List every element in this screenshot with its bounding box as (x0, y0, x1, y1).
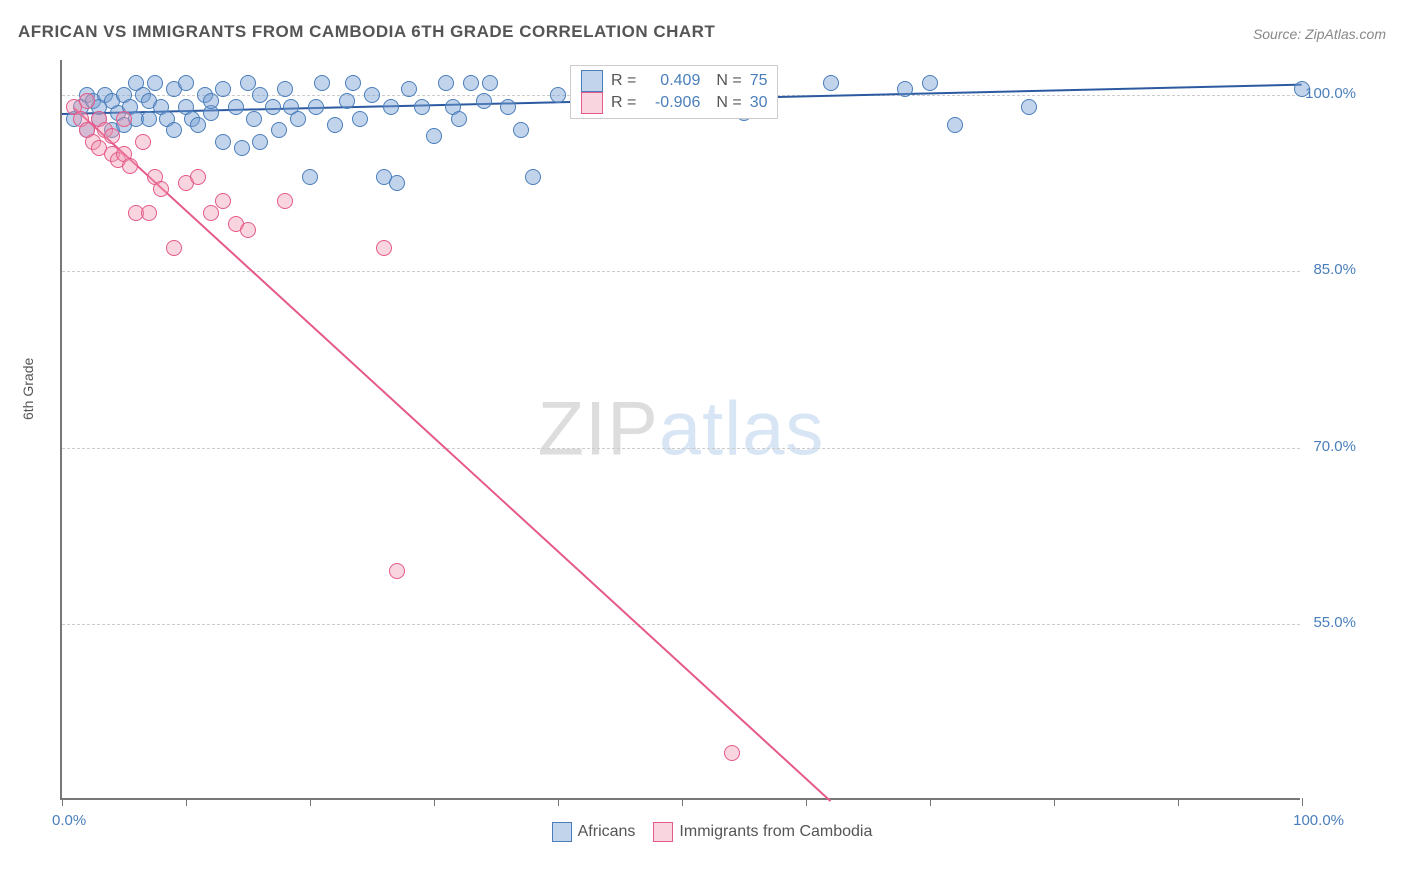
data-point (265, 99, 281, 115)
data-point (525, 169, 541, 185)
series-legend: Africans Immigrants from Cambodia (0, 822, 1406, 842)
legend-r-value: -0.906 (644, 94, 700, 112)
legend-row: R = -0.906 N = 30 (581, 92, 767, 114)
data-point (352, 111, 368, 127)
data-point (190, 169, 206, 185)
data-point (215, 134, 231, 150)
data-point (922, 75, 938, 91)
data-point (327, 117, 343, 133)
data-point (947, 117, 963, 133)
correlation-legend: R = 0.409 N = 75 R = -0.906 N = 30 (570, 65, 778, 119)
x-tick (558, 798, 559, 806)
y-tick-label: 100.0% (1305, 85, 1356, 102)
x-tick (434, 798, 435, 806)
data-point (203, 93, 219, 109)
trend-line (74, 107, 832, 801)
data-point (271, 122, 287, 138)
legend-series-label: Immigrants from Cambodia (679, 823, 872, 840)
legend-series-label: Africans (578, 823, 636, 840)
data-point (389, 175, 405, 191)
data-point (122, 158, 138, 174)
data-point (290, 111, 306, 127)
legend-swatch (552, 822, 572, 842)
data-point (147, 75, 163, 91)
data-point (104, 128, 120, 144)
plot-area: ZIPatlas (60, 60, 1300, 800)
data-point (345, 75, 361, 91)
x-tick (310, 798, 311, 806)
data-point (389, 563, 405, 579)
data-point (414, 99, 430, 115)
x-tick (1178, 798, 1179, 806)
data-point (364, 87, 380, 103)
gridline (62, 624, 1300, 625)
watermark-zip: ZIP (538, 387, 659, 472)
data-point (308, 99, 324, 115)
data-point (234, 140, 250, 156)
data-point (451, 111, 467, 127)
legend-n-value: 30 (750, 94, 768, 112)
data-point (228, 99, 244, 115)
watermark-atlas: atlas (659, 387, 825, 472)
gridline (62, 271, 1300, 272)
data-point (426, 128, 442, 144)
legend-swatch (581, 92, 603, 114)
legend-r-label: R = (611, 94, 636, 112)
x-tick (806, 798, 807, 806)
data-point (476, 93, 492, 109)
data-point (166, 122, 182, 138)
data-point (116, 111, 132, 127)
y-axis-label: 6th Grade (20, 358, 36, 420)
data-point (240, 222, 256, 238)
data-point (246, 111, 262, 127)
source-attribution: Source: ZipAtlas.com (1253, 26, 1386, 42)
data-point (463, 75, 479, 91)
x-tick (930, 798, 931, 806)
legend-r-label: R = (611, 72, 636, 90)
legend-row: R = 0.409 N = 75 (581, 70, 767, 92)
data-point (141, 111, 157, 127)
data-point (314, 75, 330, 91)
x-tick (186, 798, 187, 806)
data-point (500, 99, 516, 115)
y-tick-label: 85.0% (1313, 261, 1356, 278)
data-point (190, 117, 206, 133)
legend-swatch (581, 70, 603, 92)
x-tick (1302, 798, 1303, 806)
data-point (215, 193, 231, 209)
legend-n-value: 75 (750, 72, 768, 90)
data-point (482, 75, 498, 91)
data-point (438, 75, 454, 91)
data-point (178, 75, 194, 91)
watermark: ZIPatlas (538, 386, 825, 473)
legend-r-value: 0.409 (644, 72, 700, 90)
data-point (724, 745, 740, 761)
data-point (823, 75, 839, 91)
data-point (1021, 99, 1037, 115)
gridline (62, 448, 1300, 449)
legend-n-label: N = (716, 72, 741, 90)
data-point (302, 169, 318, 185)
legend-n-label: N = (716, 94, 741, 112)
legend-swatch (653, 822, 673, 842)
y-tick-label: 55.0% (1313, 614, 1356, 631)
x-tick (62, 798, 63, 806)
x-tick (682, 798, 683, 806)
data-point (79, 93, 95, 109)
y-tick-label: 70.0% (1313, 438, 1356, 455)
data-point (513, 122, 529, 138)
data-point (135, 134, 151, 150)
x-tick (1054, 798, 1055, 806)
data-point (376, 240, 392, 256)
data-point (252, 134, 268, 150)
data-point (141, 205, 157, 221)
data-point (203, 205, 219, 221)
chart-title: AFRICAN VS IMMIGRANTS FROM CAMBODIA 6TH … (18, 22, 715, 42)
data-point (166, 240, 182, 256)
data-point (383, 99, 399, 115)
data-point (277, 193, 293, 209)
